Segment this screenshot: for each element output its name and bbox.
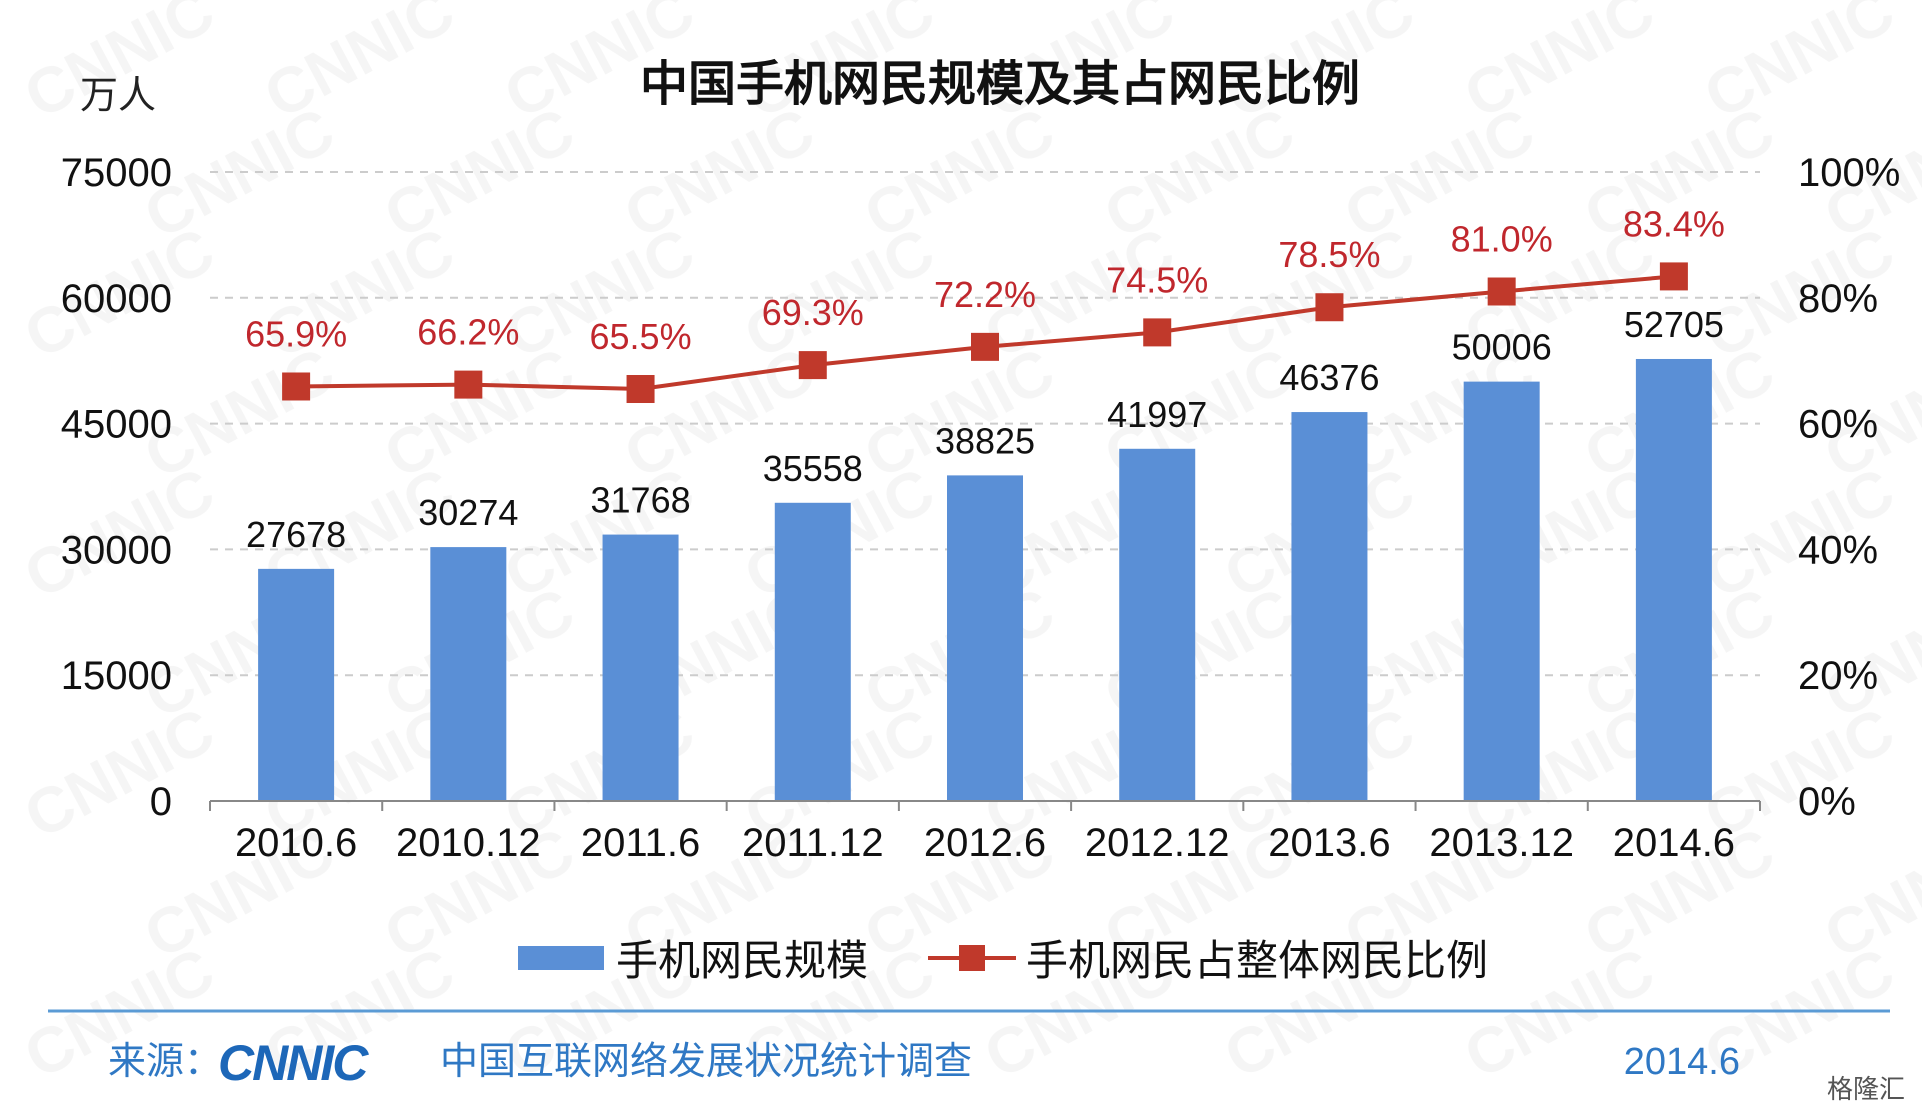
bar-data-label: 52705 — [1624, 304, 1724, 345]
footer-source-label: 来源： — [108, 1039, 222, 1083]
legend-swatch-bar — [518, 946, 604, 970]
legend-swatch-marker — [959, 945, 985, 971]
y-left-tick-label: 75000 — [61, 151, 172, 195]
x-tick-label: 2013.6 — [1268, 821, 1390, 865]
y-right-tick-label: 100% — [1798, 151, 1900, 195]
bar-data-label: 31768 — [591, 480, 691, 521]
x-tick-label: 2011.12 — [742, 821, 884, 865]
x-axis: 2010.6 2010.12 2011.6 2011.12 2012.6 2012.12 2… — [209, 801, 1761, 865]
bar — [1635, 358, 1712, 801]
corner-watermark: 格隆汇 — [1827, 1075, 1905, 1105]
bar-data-label: 46376 — [1279, 357, 1379, 398]
y-right-tick-label: 60% — [1798, 403, 1878, 447]
x-tick-label: 2012.6 — [924, 821, 1046, 865]
y-right-tick-label: 20% — [1798, 654, 1878, 698]
x-tick-label: 2013.12 — [1429, 821, 1574, 865]
y-left-tick-label: 60000 — [61, 277, 172, 321]
line-marker — [971, 332, 999, 361]
footer-source-text: 中国互联网络发展状况统计调查 — [440, 1039, 972, 1083]
line-marker — [1315, 293, 1344, 322]
y-right-tick-label: 0% — [1798, 780, 1856, 824]
line-data-label: 81.0% — [1451, 219, 1553, 260]
line-data-label: 65.5% — [590, 316, 692, 357]
x-tick-label: 2012.12 — [1085, 821, 1230, 865]
x-tick-label: 2010.6 — [235, 821, 357, 865]
line-data-label: 78.5% — [1278, 234, 1380, 275]
line-data-label: 83.4% — [1623, 203, 1725, 244]
legend: 手机网民规模 手机网民占整体网民比例 — [518, 936, 1488, 985]
line-data-label: 69.3% — [762, 292, 864, 333]
bar — [1291, 412, 1368, 801]
bar-data-label: 38825 — [935, 420, 1035, 461]
y-left-tick-label: 15000 — [61, 654, 172, 698]
line-marker — [282, 372, 311, 401]
bar — [1463, 381, 1540, 801]
bar — [602, 534, 679, 801]
y-axis-unit: 万人 — [80, 73, 156, 117]
line-marker — [1143, 318, 1172, 347]
line-data-label: 65.9% — [245, 313, 347, 354]
footer-date: 2014.6 — [1624, 1041, 1740, 1083]
y-left-tick-label: 30000 — [61, 528, 172, 572]
line-series — [282, 262, 1688, 404]
footer-logo: CNNIC — [218, 1035, 369, 1091]
x-tick-label: 2010.12 — [396, 821, 541, 865]
x-tick-label: 2014.6 — [1613, 821, 1735, 865]
y-left-tick-label: 0 — [150, 780, 172, 824]
legend-label-bar: 手机网民规模 — [616, 936, 868, 985]
y-axis-right: 0% 20% 40% 60% 80% 100% — [1798, 151, 1900, 824]
line-marker — [454, 370, 483, 399]
line-data-label: 72.2% — [934, 274, 1036, 315]
bar-data-label: 35558 — [763, 448, 863, 489]
chart-title: 中国手机网民规模及其占网民比例 — [640, 56, 1360, 112]
bar — [430, 547, 507, 801]
y-right-tick-label: 40% — [1798, 528, 1878, 572]
y-right-tick-label: 80% — [1798, 277, 1878, 321]
line-data-label: 66.2% — [417, 312, 519, 353]
watermark-text: CNNIC — [13, 694, 226, 853]
bar-series — [258, 358, 1712, 801]
bar-data-label: 50006 — [1452, 327, 1552, 368]
line-marker — [798, 351, 827, 380]
line-marker — [1487, 277, 1516, 306]
bar-data-label: 30274 — [418, 492, 518, 533]
line-data-labels: 65.9% 66.2% 65.5% 69.3% 72.2% 74.5% 78.5% 81.0%… — [245, 203, 1725, 357]
bar — [1119, 448, 1196, 801]
line-data-label: 74.5% — [1106, 259, 1208, 300]
bar-data-label: 41997 — [1107, 394, 1207, 435]
line-marker — [1659, 262, 1688, 291]
x-tick-label: 2011.6 — [581, 821, 700, 865]
line-marker — [626, 375, 655, 404]
bar-data-labels: 27678 30274 31768 35558 38825 41997 46376 50006… — [246, 304, 1724, 555]
y-left-tick-label: 45000 — [61, 403, 172, 447]
bar-data-label: 27678 — [246, 514, 346, 555]
bar — [774, 502, 851, 801]
y-axis-left: 0 15000 30000 45000 60000 75000 — [61, 151, 172, 824]
bar — [258, 568, 335, 801]
bar — [947, 475, 1023, 801]
legend-label-line: 手机网民占整体网民比例 — [1026, 936, 1488, 985]
